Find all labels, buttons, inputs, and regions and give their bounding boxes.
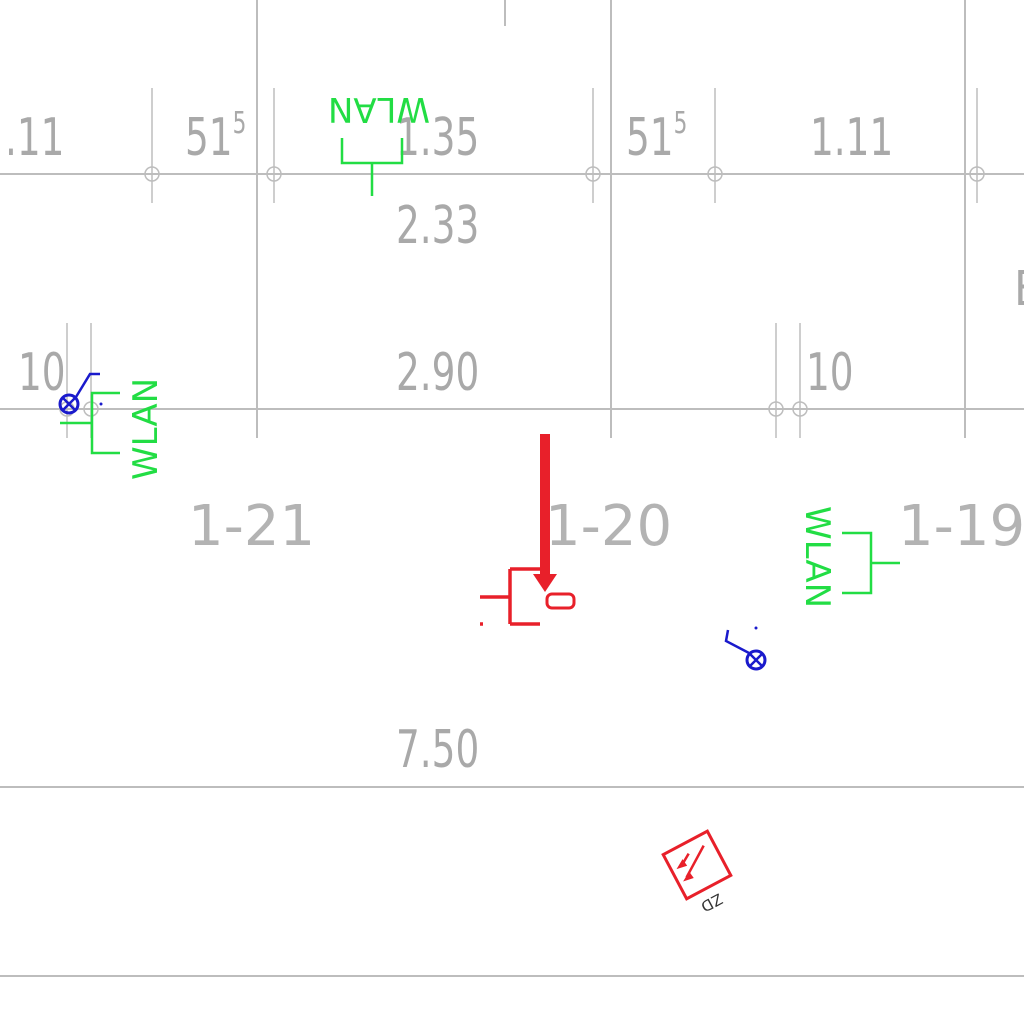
wlan-label-right: WLAN bbox=[797, 506, 837, 608]
wlan-label-left: WLAN bbox=[126, 378, 166, 480]
wlan-access-point-right: WLAN bbox=[797, 506, 900, 608]
dim-290: 2.90 bbox=[396, 343, 479, 404]
fire-alarm-symbol bbox=[480, 434, 576, 626]
socket-symbol-right bbox=[724, 626, 767, 671]
wlan-access-point-left: WLAN bbox=[60, 378, 166, 480]
dimension-labels: .11 515 1.35 515 1.11 2.33 10 2.90 10 7.… bbox=[5, 106, 1024, 780]
socket-symbol-left bbox=[58, 372, 103, 415]
dim-515-right: 515 bbox=[626, 106, 687, 168]
wlan-label-top: WLAN bbox=[328, 89, 430, 129]
wlan-access-point-top: WLAN bbox=[328, 89, 430, 196]
room-label-1-20: 1-20 bbox=[545, 494, 672, 559]
room-label-1-19: 1-19 bbox=[898, 494, 1024, 559]
upper-dimension-ticks bbox=[144, 88, 985, 203]
edge-letter: E bbox=[1014, 261, 1024, 317]
room-label-1-21: 1-21 bbox=[188, 494, 315, 559]
grid-lines bbox=[0, 0, 1024, 977]
dim-135: 1.35 bbox=[396, 108, 479, 169]
dim-750: 7.50 bbox=[396, 720, 479, 781]
device-symbol-zd bbox=[661, 829, 733, 901]
dim-10-left: 10 bbox=[18, 343, 66, 404]
device-tag-label: ZD bbox=[698, 889, 726, 915]
dim-111: 1.11 bbox=[810, 108, 893, 169]
dim-10-right: 10 bbox=[806, 343, 854, 404]
room-labels: 1-21 1-20 1-19 bbox=[188, 494, 1024, 559]
dim-515-left: 515 bbox=[185, 106, 246, 168]
dim-11-left: .11 bbox=[5, 108, 64, 169]
dim-233: 2.33 bbox=[396, 196, 479, 257]
